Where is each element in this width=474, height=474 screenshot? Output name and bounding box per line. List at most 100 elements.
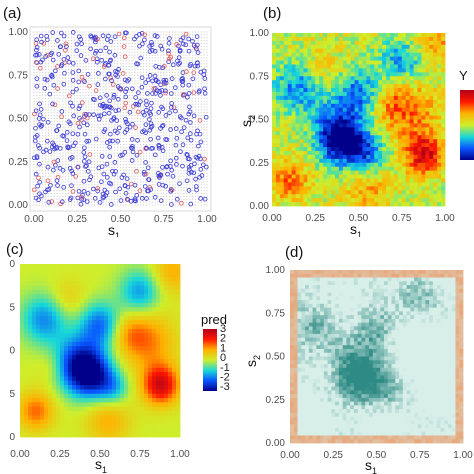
grid-point <box>114 187 116 189</box>
grid-point <box>174 91 176 94</box>
grid-point <box>140 83 142 85</box>
grid-point <box>70 57 73 59</box>
grid-point <box>122 146 124 148</box>
grid-point <box>154 132 156 134</box>
data-point <box>148 136 153 142</box>
grid-point <box>119 42 122 45</box>
grid-point <box>85 77 87 79</box>
grid-point <box>142 181 145 183</box>
data-point <box>142 37 147 43</box>
grid-point <box>68 117 70 120</box>
grid-point <box>206 201 208 203</box>
grid-point <box>117 172 119 174</box>
data-point <box>51 159 57 165</box>
grid-point <box>125 178 127 180</box>
heat-cell <box>272 36 277 42</box>
grid-point <box>105 71 107 73</box>
grid-point <box>70 117 73 120</box>
heat-cell <box>291 52 296 57</box>
grid-point <box>174 31 176 33</box>
data-point <box>148 106 154 111</box>
grid-point <box>33 40 35 42</box>
grid-point <box>151 152 153 154</box>
grid-point <box>166 34 168 36</box>
grid-point <box>119 169 122 171</box>
grid-point <box>122 34 124 36</box>
heat-cell <box>272 170 277 175</box>
data-point <box>77 34 82 40</box>
grid-point <box>47 201 50 203</box>
grid-point <box>47 120 50 122</box>
grid-point <box>189 68 191 71</box>
grid-point <box>105 89 107 91</box>
grid-point <box>186 106 188 108</box>
grid-point <box>102 143 104 146</box>
grid-point <box>36 74 38 76</box>
grid-point <box>50 48 52 50</box>
grid-point <box>119 204 122 206</box>
heat-cell <box>287 174 293 179</box>
grid-point <box>96 181 99 183</box>
grid-point <box>142 89 145 91</box>
grid-point <box>157 155 159 157</box>
data-point <box>107 58 113 64</box>
grid-point <box>114 48 116 50</box>
grid-point <box>47 74 50 76</box>
grid-point <box>174 117 176 120</box>
heat-cell <box>295 154 300 160</box>
grid-point <box>122 192 124 195</box>
heat-cell <box>295 88 300 93</box>
grid-point <box>166 149 168 151</box>
heat-cell <box>283 143 289 148</box>
grid-point <box>33 189 35 192</box>
grid-point <box>154 45 156 48</box>
heat-cell <box>272 158 277 164</box>
grid-point <box>99 112 101 114</box>
panel-a-x-axis-title: s1 <box>108 222 120 237</box>
data-point <box>101 64 107 69</box>
data-point <box>57 146 63 151</box>
data-point <box>107 104 113 110</box>
grid-point <box>47 63 50 65</box>
grid-point <box>163 97 165 99</box>
grid-point <box>128 140 130 143</box>
grid-point <box>148 40 150 42</box>
grid-point <box>160 132 162 134</box>
heat-cell <box>287 103 293 109</box>
data-point <box>125 184 131 190</box>
grid-point <box>189 100 191 102</box>
heat-cell <box>319 135 324 140</box>
heat-cell <box>279 88 285 93</box>
grid-point <box>39 135 41 137</box>
grid-point <box>59 103 61 105</box>
grid-point <box>203 135 205 137</box>
grid-point <box>56 152 58 154</box>
grid-point <box>47 60 50 62</box>
data-point <box>31 155 37 161</box>
grid-point <box>70 181 73 183</box>
grid-point <box>171 97 173 99</box>
data-point <box>100 33 106 39</box>
heat-cell <box>319 186 324 191</box>
grid-point <box>203 198 205 200</box>
grid-point <box>186 132 188 134</box>
grid-point <box>122 169 124 171</box>
grid-point <box>79 155 81 157</box>
grid-point <box>183 51 185 53</box>
grid-point <box>189 60 191 62</box>
grid-point <box>111 89 113 91</box>
heat-cell <box>299 99 304 105</box>
grid-point <box>105 74 107 76</box>
grid-point <box>140 169 142 171</box>
grid-point <box>154 126 156 128</box>
grid-point <box>200 115 202 117</box>
grid-point <box>85 97 87 99</box>
grid-point <box>50 164 52 166</box>
heat-cell <box>299 131 304 136</box>
grid-point <box>174 71 176 73</box>
grid-point <box>76 146 78 148</box>
grid-point <box>189 132 191 134</box>
grid-point <box>82 91 84 94</box>
data-point <box>56 123 62 129</box>
grid-point <box>191 68 194 71</box>
